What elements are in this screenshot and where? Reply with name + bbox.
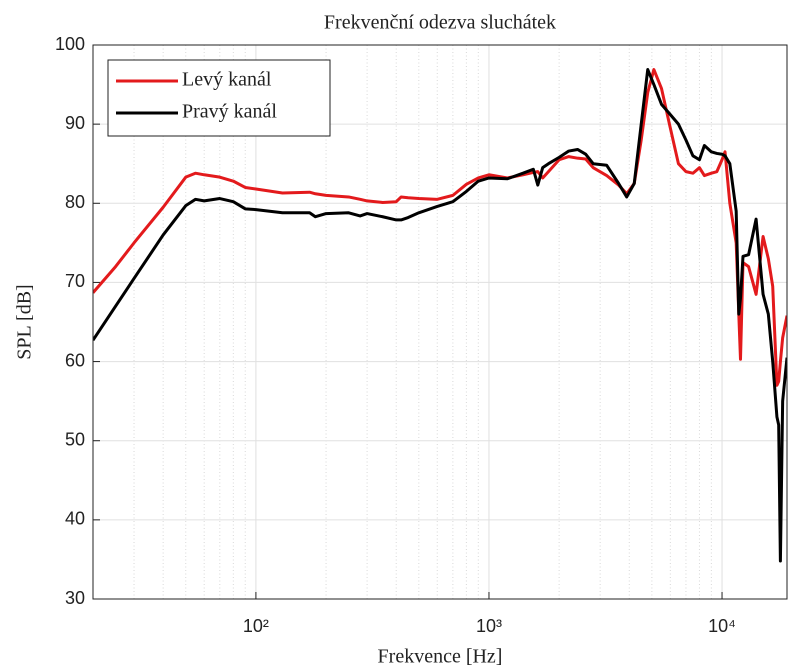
legend-box [107, 59, 331, 137]
legend-label: Pravý kanál [182, 101, 277, 123]
series-line [93, 68, 787, 563]
y-tick-label: 100 [55, 34, 85, 54]
plot-frame [92, 44, 788, 600]
x-tick-label: 10⁴ [708, 616, 736, 636]
y-tick-label: 30 [65, 588, 85, 608]
x-tick-label: 10³ [476, 616, 502, 636]
y-axis-label: SPL [dB] [14, 284, 36, 359]
y-tick-label: 90 [65, 113, 85, 133]
x-tick-label: 10² [243, 616, 269, 636]
legend-label: Levý kanál [182, 69, 272, 91]
y-tick-label: 40 [65, 509, 85, 529]
series-line [93, 68, 787, 387]
x-axis-label: Frekvence [Hz] [378, 646, 503, 668]
y-tick-label: 80 [65, 192, 85, 212]
y-tick-label: 60 [65, 350, 85, 370]
y-tick-label: 70 [65, 271, 85, 291]
chart-title: Frekvenční odezva sluchátek [324, 12, 556, 34]
y-tick-label: 50 [65, 429, 85, 449]
